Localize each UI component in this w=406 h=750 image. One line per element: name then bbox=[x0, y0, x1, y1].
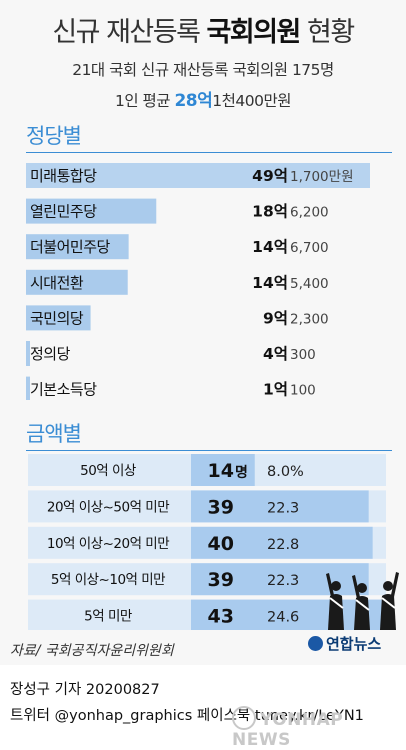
watermark-icon bbox=[232, 706, 256, 730]
party-category-label: 더불어민주당 bbox=[30, 238, 111, 256]
party-value-man-label: 5,400 bbox=[290, 276, 329, 292]
party-value-man-label: 100 bbox=[290, 383, 316, 399]
party-category-label: 시대전환 bbox=[30, 274, 84, 292]
amount-count-label: 39 bbox=[208, 496, 234, 518]
amount-bar bbox=[191, 526, 373, 559]
party-value-eok-label: 9억 bbox=[263, 308, 288, 327]
amount-category-label: 10억 이상~20억 미만 bbox=[47, 536, 169, 552]
amount-count-label: 40 bbox=[208, 533, 234, 555]
party-category-label: 미래통합당 bbox=[30, 167, 97, 185]
amount-category-label: 20억 이상~50억 미만 bbox=[47, 499, 169, 515]
yonhap-logo-icon bbox=[308, 636, 323, 651]
amount-category-label: 50억 이상 bbox=[80, 463, 136, 479]
party-bar bbox=[26, 376, 30, 400]
infographic-panel: 신규 재산등록 국회의원 현황 21대 국회 신규 재산등록 국회의원 175명… bbox=[10, 17, 399, 659]
source-note: 자료/ 국회공직자윤리위원회 bbox=[10, 643, 174, 659]
party-bar bbox=[26, 163, 370, 188]
amount-percent-label: 8.0% bbox=[267, 464, 304, 480]
party-bar bbox=[26, 341, 30, 366]
party-divider bbox=[26, 152, 392, 153]
party-value-man-label: 1,700만원 bbox=[290, 169, 354, 185]
amount-bar bbox=[191, 490, 369, 523]
amount-section-title: 금액별 bbox=[26, 422, 82, 446]
amount-percent-label: 22.3 bbox=[267, 573, 299, 589]
party-bar bbox=[26, 269, 128, 295]
subtitle-count: 21대 국회 신규 재산등록 국회의원 175명 bbox=[72, 61, 334, 79]
party-category-label: 국민의당 bbox=[30, 309, 84, 327]
watermark: YONHAP NEWS bbox=[232, 706, 406, 750]
social-links: 트위터 @yonhap_graphics 페이스북 tuney.kr/LeYN1 bbox=[10, 708, 364, 724]
party-category-label: 기본소득당 bbox=[30, 381, 97, 399]
amount-divider bbox=[26, 450, 392, 451]
party-value-eok-label: 14억 bbox=[252, 237, 288, 256]
amount-percent-label: 22.3 bbox=[267, 500, 299, 516]
amount-bar-chart: 50억 이상 14 명 8.0% 20억 이상~50억 미만 39 22.3 10억 이상~2… bbox=[28, 454, 387, 630]
party-category-label: 정의당 bbox=[30, 345, 71, 363]
lawmakers-illustration bbox=[326, 572, 399, 630]
subtitle-average: 1인 평균 28억1천400만원 bbox=[114, 91, 292, 111]
amount-percent-label: 22.8 bbox=[267, 537, 299, 553]
party-bar bbox=[26, 198, 157, 224]
byline: 장성구 기자 20200827 bbox=[10, 682, 160, 698]
party-category-label: 열린민주당 bbox=[30, 203, 97, 221]
party-bar bbox=[26, 234, 129, 260]
party-value-eok-label: 18억 bbox=[252, 202, 288, 221]
party-section-title: 정당별 bbox=[26, 124, 82, 148]
amount-category-label: 5억 미만 bbox=[84, 609, 132, 625]
party-value-man-label: 6,700 bbox=[290, 240, 329, 256]
amount-count-label: 14 bbox=[208, 460, 234, 482]
amount-count-label: 39 bbox=[208, 569, 234, 591]
amount-count-unit: 명 bbox=[235, 464, 248, 481]
party-value-man-label: 300 bbox=[290, 347, 316, 363]
page-title: 신규 재산등록 국회의원 현황 bbox=[52, 17, 355, 48]
party-value-eok-label: 49억 bbox=[252, 166, 288, 185]
party-value-eok-label: 4억 bbox=[263, 344, 288, 363]
party-value-eok-label: 14억 bbox=[252, 273, 288, 292]
amount-bar bbox=[191, 454, 255, 486]
party-bar bbox=[26, 305, 91, 331]
party-value-man-label: 2,300 bbox=[290, 311, 329, 327]
yonhap-logo: 연합뉴스 bbox=[308, 633, 381, 654]
amount-percent-label: 24.6 bbox=[267, 610, 299, 626]
amount-category-label: 5억 이상~10억 미만 bbox=[51, 572, 165, 588]
amount-count-label: 43 bbox=[208, 606, 234, 628]
party-value-man-label: 6,200 bbox=[290, 205, 329, 221]
party-value-eok-label: 1억 bbox=[263, 380, 288, 399]
